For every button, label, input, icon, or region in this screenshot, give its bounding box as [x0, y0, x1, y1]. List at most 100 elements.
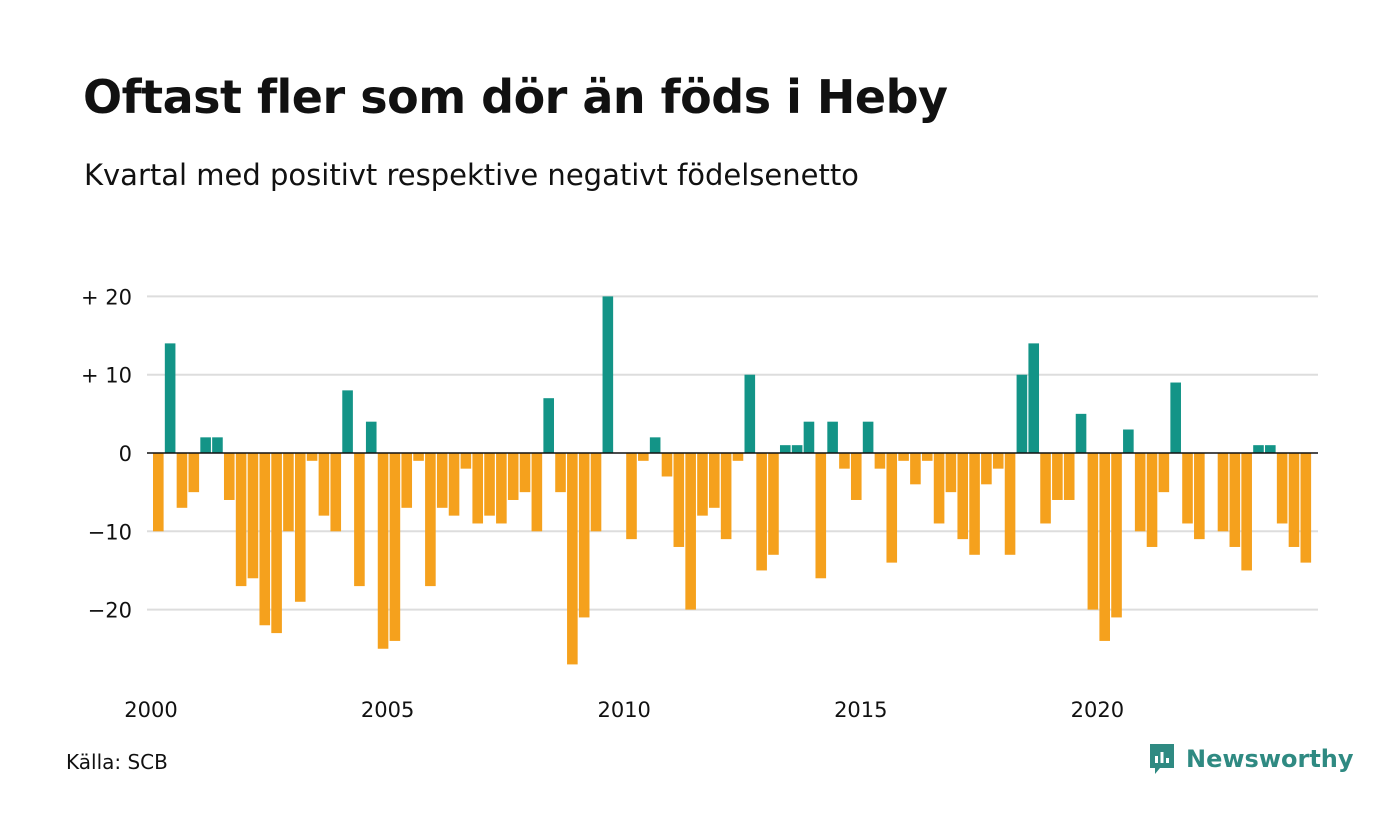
bar	[626, 453, 637, 540]
bar	[354, 453, 365, 587]
bar	[1040, 453, 1051, 524]
bar	[697, 453, 708, 516]
bar	[815, 453, 827, 579]
bar	[330, 453, 342, 532]
bar	[744, 374, 756, 453]
bar	[898, 453, 909, 461]
bar	[496, 453, 507, 524]
x-tick-label: 2020	[1071, 698, 1124, 722]
bar	[933, 453, 945, 524]
y-tick-label: + 20	[81, 285, 132, 309]
bar	[1276, 453, 1288, 524]
bar	[1063, 453, 1075, 500]
bar	[921, 453, 933, 461]
bar	[732, 453, 744, 461]
source-note: Källa: SCB	[66, 750, 168, 774]
bar	[969, 453, 980, 555]
bar	[389, 453, 401, 641]
bar	[803, 421, 815, 453]
bar	[1123, 429, 1134, 453]
bar	[649, 437, 661, 453]
bar	[259, 453, 271, 626]
brand-logo: Newsworthy	[1148, 742, 1354, 776]
bar	[153, 453, 164, 532]
bar	[436, 453, 448, 508]
bar	[945, 453, 957, 493]
y-tick-label: −20	[88, 599, 132, 623]
bar	[188, 453, 200, 493]
bar	[1194, 453, 1205, 540]
bar	[578, 453, 590, 618]
bar	[519, 453, 531, 493]
bar	[235, 453, 247, 587]
bar	[425, 453, 436, 587]
x-tick-label: 2015	[834, 698, 887, 722]
bar	[779, 445, 791, 453]
bar	[555, 453, 566, 493]
bar	[294, 453, 306, 602]
bar	[247, 453, 259, 579]
bar	[862, 421, 874, 453]
bar	[531, 453, 543, 532]
bar	[827, 421, 838, 453]
bar	[957, 453, 969, 540]
bar	[1217, 453, 1229, 532]
bar	[791, 445, 803, 453]
y-tick-label: −10	[88, 520, 132, 544]
x-tick-label: 2005	[361, 698, 414, 722]
bar	[1229, 453, 1241, 547]
brand-name: Newsworthy	[1186, 745, 1354, 773]
bar	[910, 453, 921, 485]
bar	[874, 453, 886, 469]
bar	[886, 453, 898, 563]
bar	[200, 437, 211, 453]
bar	[638, 453, 649, 461]
bar	[661, 453, 673, 477]
bar	[981, 453, 992, 485]
y-tick-label: + 10	[81, 364, 132, 388]
bar	[176, 453, 188, 508]
bar	[1146, 453, 1158, 547]
bars	[153, 296, 1312, 665]
y-tick-label: 0	[119, 442, 132, 466]
bar	[720, 453, 732, 540]
bar	[673, 453, 685, 547]
bar	[1170, 382, 1181, 453]
bar	[1241, 453, 1252, 571]
bar	[850, 453, 862, 500]
bar	[1099, 453, 1110, 641]
bar	[1004, 453, 1016, 555]
bar	[484, 453, 495, 516]
bar	[460, 453, 472, 469]
axes: + 20 + 10 0 −10 −20 2000 2005 2010 2015 2020	[81, 285, 1318, 722]
bar	[1182, 453, 1193, 524]
bar	[839, 453, 850, 469]
bar	[543, 398, 554, 453]
bar	[1300, 453, 1312, 563]
chart-subtitle: Kvartal med positivt respektive negativt…	[84, 158, 859, 192]
bar	[709, 453, 720, 508]
bar	[318, 453, 330, 516]
bar	[1288, 453, 1300, 547]
bar	[223, 453, 235, 500]
bar	[567, 453, 578, 665]
bar	[472, 453, 484, 524]
bar	[448, 453, 460, 516]
bar	[1253, 445, 1264, 453]
bar	[1075, 413, 1087, 453]
bar	[1158, 453, 1170, 493]
newsworthy-logo-icon	[1150, 744, 1174, 774]
bar	[212, 437, 223, 453]
bar	[413, 453, 424, 461]
bar	[271, 453, 282, 634]
bar	[283, 453, 294, 532]
bar	[1016, 374, 1028, 453]
grid-lines	[147, 295, 1318, 611]
bar	[1052, 453, 1063, 500]
bar	[1028, 343, 1040, 453]
bar	[1265, 445, 1276, 453]
x-tick-label: 2000	[124, 698, 177, 722]
bar	[164, 343, 176, 453]
chart-title: Oftast fler som dör än föds i Heby	[83, 70, 948, 124]
